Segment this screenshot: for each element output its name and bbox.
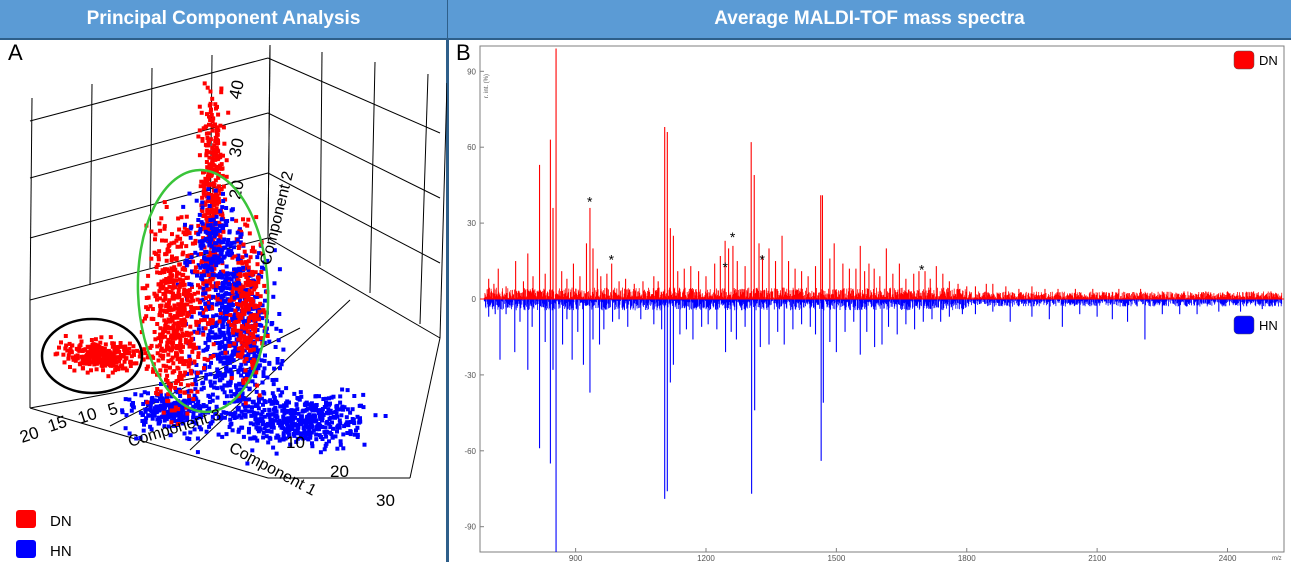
x-axis-ticks: 900 1200 1500 1800 2100 2400 <box>569 548 1237 562</box>
panel-letter-a: A <box>8 40 23 65</box>
peak-star-annotation: * <box>730 229 736 245</box>
hn-points <box>181 187 246 328</box>
hn-points <box>216 386 388 456</box>
legend-label-dn: DN <box>50 513 72 530</box>
y-axis-label: r. int. (%) <box>484 74 490 98</box>
grid-line <box>369 61 376 294</box>
grid-line <box>29 172 269 239</box>
legend-swatch-dn <box>16 510 36 528</box>
pca-legend: DN HN <box>16 510 72 560</box>
pca-cluster-ellipse-green <box>136 168 270 414</box>
x-tick-label: 2100 <box>1088 554 1106 562</box>
y-tick-label: 90 <box>467 67 476 76</box>
grid-line <box>439 82 447 339</box>
y-tick-label: -90 <box>464 523 476 532</box>
grid-line <box>29 407 269 479</box>
spectra-legend: DN HN <box>1233 50 1278 335</box>
grid-line <box>267 112 441 199</box>
y-tick-label: 30 <box>467 219 476 228</box>
pca-tick-label: 30 <box>225 136 248 158</box>
dn-points <box>53 334 156 379</box>
y-tick-label: 60 <box>467 143 476 152</box>
grid-line <box>189 299 351 451</box>
x-tick-label: 900 <box>569 554 583 562</box>
grid-line <box>29 367 251 409</box>
grid-line <box>29 57 269 122</box>
pca-tick-label: 40 <box>225 78 248 100</box>
peak-star-annotation: * <box>609 252 615 268</box>
legend-swatch-hn <box>16 540 36 558</box>
grid-line <box>29 97 33 301</box>
axis-label-component-2: Component 2 <box>257 170 297 267</box>
x-tick-label: 1800 <box>958 554 976 562</box>
x-tick-label: 1500 <box>827 554 845 562</box>
grid-line <box>267 44 271 239</box>
legend-label-dn: DN <box>1259 53 1278 68</box>
dn-points <box>223 215 270 406</box>
pca-tick-label: 20 <box>17 423 41 447</box>
grid-line <box>419 73 429 325</box>
pca-points <box>53 81 388 466</box>
spectra-panel: Average MALDI-TOF mass spectra B 90 60 30 0… <box>448 0 1291 562</box>
y-tick-label: -30 <box>464 371 476 380</box>
pca-tick-label: 10 <box>286 433 305 452</box>
spectrum-peaks <box>480 48 1284 552</box>
grid-line <box>89 83 93 286</box>
peak-star-annotation: * <box>723 259 729 275</box>
grid-line <box>267 172 441 264</box>
pca-panel: Principal Component Analysis A 20 15 10 5 10… <box>0 0 447 562</box>
x-tick-label: 2400 <box>1219 554 1237 562</box>
grid-line <box>267 237 441 339</box>
peak-star-annotation: * <box>759 252 765 268</box>
y-tick-label: -60 <box>464 447 476 456</box>
grid-line <box>29 112 269 179</box>
pca-tick-label: 20 <box>330 462 349 481</box>
grid-line <box>29 237 269 301</box>
pca-cluster-ellipse-black <box>40 317 144 395</box>
y-tick-label: 0 <box>472 295 477 304</box>
peak-annotations: ** **** <box>587 193 925 277</box>
pca-tick-label: 10 <box>75 404 99 428</box>
pca-tick-label: 15 <box>45 412 69 436</box>
peak-star-annotation: * <box>587 193 593 209</box>
peak-star-annotation: * <box>919 262 925 278</box>
grid-line <box>319 51 323 267</box>
panel-letter-b: B <box>456 40 471 65</box>
grid-line <box>149 67 153 269</box>
x-axis-label: m/z <box>1272 556 1282 562</box>
pca-panel-header: Principal Component Analysis <box>0 0 447 40</box>
y-axis-ticks: 90 60 30 0 -30 -60 -90 <box>464 67 484 532</box>
legend-label-hn: HN <box>1259 318 1278 333</box>
pca-tick-label: 30 <box>376 491 395 510</box>
panel-divider <box>446 0 449 562</box>
legend-swatch-dn <box>1233 50 1255 70</box>
pca-tick-label: 5 <box>105 399 120 420</box>
spectra-panel-header: Average MALDI-TOF mass spectra <box>448 0 1291 40</box>
legend-label-hn: HN <box>50 543 72 560</box>
maldi-spectra-chart: 90 60 30 0 -30 -60 -90 900 1200 1500 1800 2100 2400… <box>464 45 1285 562</box>
x-tick-label: 1200 <box>697 554 715 562</box>
grid-line <box>409 337 441 479</box>
grid-line <box>267 57 441 134</box>
legend-swatch-hn <box>1233 315 1255 335</box>
